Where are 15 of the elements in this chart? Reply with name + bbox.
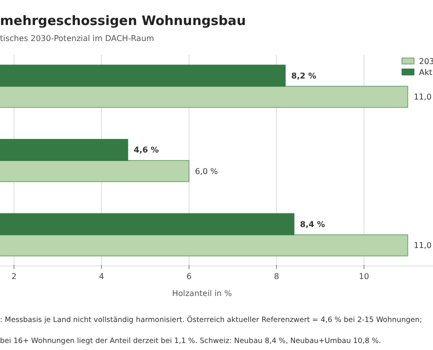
data-label: 8,4 %	[300, 220, 325, 229]
data-label: 11,0	[414, 92, 432, 102]
data-label: 6,0 %	[195, 166, 218, 176]
data-label: 11,0	[414, 241, 432, 250]
legend-label: Akt	[419, 68, 432, 77]
chart-title: mehrgeschossigen Wohnungsbau	[0, 14, 246, 29]
x-axis-title: Holzanteil in %	[172, 289, 232, 298]
x-tick-label: 4	[98, 272, 104, 281]
data-label: 8,2 %	[291, 71, 316, 80]
chart-subtitle: tisches 2030-Potenzial im DACH-Raum	[0, 34, 154, 43]
x-tick-label: 8	[274, 272, 280, 281]
data-label: 4,6 %	[134, 146, 159, 155]
x-tick-label: 2	[11, 272, 17, 281]
x-tick-label: 10	[358, 272, 370, 281]
x-tick-label: 6	[186, 272, 192, 281]
